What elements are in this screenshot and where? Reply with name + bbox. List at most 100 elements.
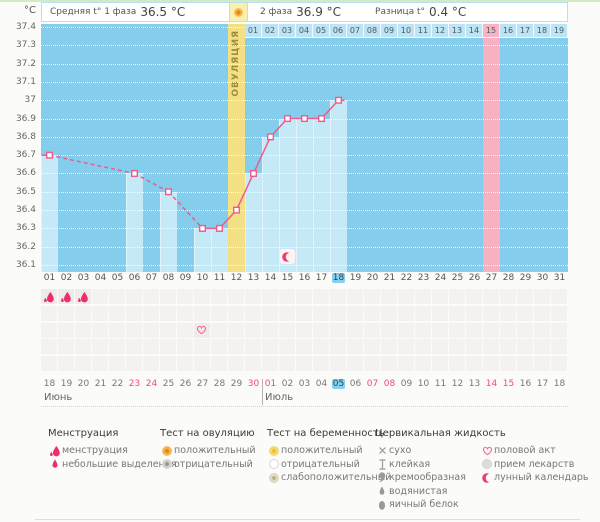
temp-point[interactable] bbox=[318, 115, 326, 123]
day-cell-row-4[interactable] bbox=[262, 339, 278, 355]
cycle-day-label[interactable]: 06 bbox=[128, 273, 141, 283]
day-cell-menstruation[interactable] bbox=[109, 289, 125, 304]
day-cell-intercourse[interactable] bbox=[75, 322, 91, 338]
day-cell-intercourse[interactable] bbox=[228, 322, 244, 338]
day-cell-menstruation[interactable] bbox=[364, 289, 380, 304]
day-cell-row-4[interactable] bbox=[58, 339, 74, 355]
day-cell-menstruation[interactable] bbox=[143, 289, 159, 304]
dpo-cell[interactable]: 12 bbox=[432, 24, 449, 38]
day-cell-row-2[interactable] bbox=[449, 305, 465, 321]
day-cell-row-4[interactable] bbox=[109, 339, 125, 355]
dpo-cell[interactable]: 18 bbox=[534, 24, 551, 38]
day-cell-menstruation[interactable] bbox=[517, 289, 533, 304]
day-cell-row-2[interactable] bbox=[126, 305, 142, 321]
day-cell-row-2[interactable] bbox=[58, 305, 74, 321]
cycle-day-label[interactable]: 29 bbox=[519, 273, 532, 283]
day-cell-intercourse[interactable] bbox=[41, 322, 57, 338]
day-cell-intercourse[interactable] bbox=[449, 322, 465, 338]
day-cell-row-5[interactable] bbox=[398, 356, 414, 372]
day-cell-intercourse[interactable] bbox=[143, 322, 159, 338]
day-cell-intercourse[interactable] bbox=[534, 322, 550, 338]
day-cell-row-5[interactable] bbox=[551, 356, 567, 372]
day-cell-row-5[interactable] bbox=[364, 356, 380, 372]
day-cell-intercourse[interactable] bbox=[364, 322, 380, 338]
dpo-cell[interactable]: 11 bbox=[415, 24, 432, 38]
day-cell-menstruation[interactable] bbox=[551, 289, 567, 304]
day-cell-row-4[interactable] bbox=[415, 339, 431, 355]
day-cell-intercourse[interactable] bbox=[500, 322, 516, 338]
cycle-day-label[interactable]: 01 bbox=[43, 273, 56, 283]
day-cell-row-4[interactable] bbox=[160, 339, 176, 355]
dpo-cell[interactable]: 02 bbox=[262, 24, 279, 38]
day-cell-intercourse[interactable] bbox=[279, 322, 295, 338]
measured-day-fill[interactable] bbox=[194, 228, 211, 272]
cycle-day-label[interactable]: 12 bbox=[230, 273, 243, 283]
day-cell-row-5[interactable] bbox=[143, 356, 159, 372]
day-cell-menstruation[interactable] bbox=[211, 289, 227, 304]
day-cell-row-4[interactable] bbox=[92, 339, 108, 355]
cycle-day-label[interactable]: 13 bbox=[247, 273, 260, 283]
day-cell-menstruation[interactable] bbox=[398, 289, 414, 304]
day-cell-row-4[interactable] bbox=[279, 339, 295, 355]
day-cell-row-5[interactable] bbox=[160, 356, 176, 372]
day-cell-menstruation[interactable] bbox=[466, 289, 482, 304]
day-cell-menstruation[interactable] bbox=[228, 289, 244, 304]
dpo-cell[interactable]: 07 bbox=[347, 24, 364, 38]
cycle-day-label[interactable]: 30 bbox=[536, 273, 549, 283]
day-cell-row-5[interactable] bbox=[500, 356, 516, 372]
cycle-day-label[interactable]: 26 bbox=[468, 273, 481, 283]
day-cell-intercourse[interactable] bbox=[194, 322, 210, 338]
cycle-day-label[interactable]: 16 bbox=[298, 273, 311, 283]
day-cell-row-2[interactable] bbox=[500, 305, 516, 321]
day-cell-menstruation[interactable] bbox=[381, 289, 397, 304]
day-cell-row-4[interactable] bbox=[211, 339, 227, 355]
cycle-day-label[interactable]: 24 bbox=[434, 273, 447, 283]
dpo-cell[interactable]: 15 bbox=[483, 24, 500, 38]
day-cell-intercourse[interactable] bbox=[92, 322, 108, 338]
day-cell-row-4[interactable] bbox=[449, 339, 465, 355]
day-cell-row-4[interactable] bbox=[245, 339, 261, 355]
day-cell-intercourse[interactable] bbox=[483, 322, 499, 338]
day-cell-row-2[interactable] bbox=[262, 305, 278, 321]
day-cell-menstruation[interactable] bbox=[194, 289, 210, 304]
dpo-cell[interactable]: 17 bbox=[517, 24, 534, 38]
day-cell-menstruation[interactable] bbox=[92, 289, 108, 304]
day-cell-row-2[interactable] bbox=[143, 305, 159, 321]
day-cell-row-2[interactable] bbox=[415, 305, 431, 321]
day-cell-row-5[interactable] bbox=[347, 356, 363, 372]
cycle-day-label[interactable]: 15 bbox=[281, 273, 294, 283]
dpo-cell[interactable]: 16 bbox=[500, 24, 517, 38]
day-cell-row-2[interactable] bbox=[194, 305, 210, 321]
cycle-day-label[interactable]: 03 bbox=[77, 273, 90, 283]
day-cell-menstruation[interactable] bbox=[415, 289, 431, 304]
temp-point[interactable] bbox=[232, 206, 240, 214]
day-cell-intercourse[interactable] bbox=[177, 322, 193, 338]
day-cell-intercourse[interactable] bbox=[432, 322, 448, 338]
day-cell-intercourse[interactable] bbox=[109, 322, 125, 338]
cycle-day-label[interactable]: 20 bbox=[366, 273, 379, 283]
day-cell-row-2[interactable] bbox=[41, 305, 57, 321]
day-cell-intercourse[interactable] bbox=[381, 322, 397, 338]
cycle-day-label[interactable]: 21 bbox=[383, 273, 396, 283]
measured-day-fill[interactable] bbox=[279, 118, 296, 272]
day-cell-row-4[interactable] bbox=[364, 339, 380, 355]
day-cell-row-4[interactable] bbox=[194, 339, 210, 355]
day-cell-row-5[interactable] bbox=[330, 356, 346, 372]
day-cell-row-5[interactable] bbox=[245, 356, 261, 372]
day-cell-menstruation[interactable] bbox=[296, 289, 312, 304]
day-cell-intercourse[interactable] bbox=[415, 322, 431, 338]
temp-point[interactable] bbox=[164, 188, 172, 196]
cycle-day-label[interactable]: 17 bbox=[315, 273, 328, 283]
day-cell-menstruation[interactable] bbox=[432, 289, 448, 304]
temp-point[interactable] bbox=[283, 115, 291, 123]
day-cell-menstruation[interactable] bbox=[262, 289, 278, 304]
dpo-cell[interactable]: 14 bbox=[466, 24, 483, 38]
measured-day-fill[interactable] bbox=[296, 118, 313, 272]
day-cell-row-5[interactable] bbox=[177, 356, 193, 372]
day-cell-row-2[interactable] bbox=[92, 305, 108, 321]
measured-day-fill[interactable] bbox=[160, 191, 177, 272]
day-cell-menstruation[interactable] bbox=[500, 289, 516, 304]
day-cell-menstruation[interactable] bbox=[126, 289, 142, 304]
day-cell-intercourse[interactable] bbox=[347, 322, 363, 338]
dpo-cell[interactable]: 03 bbox=[279, 24, 296, 38]
